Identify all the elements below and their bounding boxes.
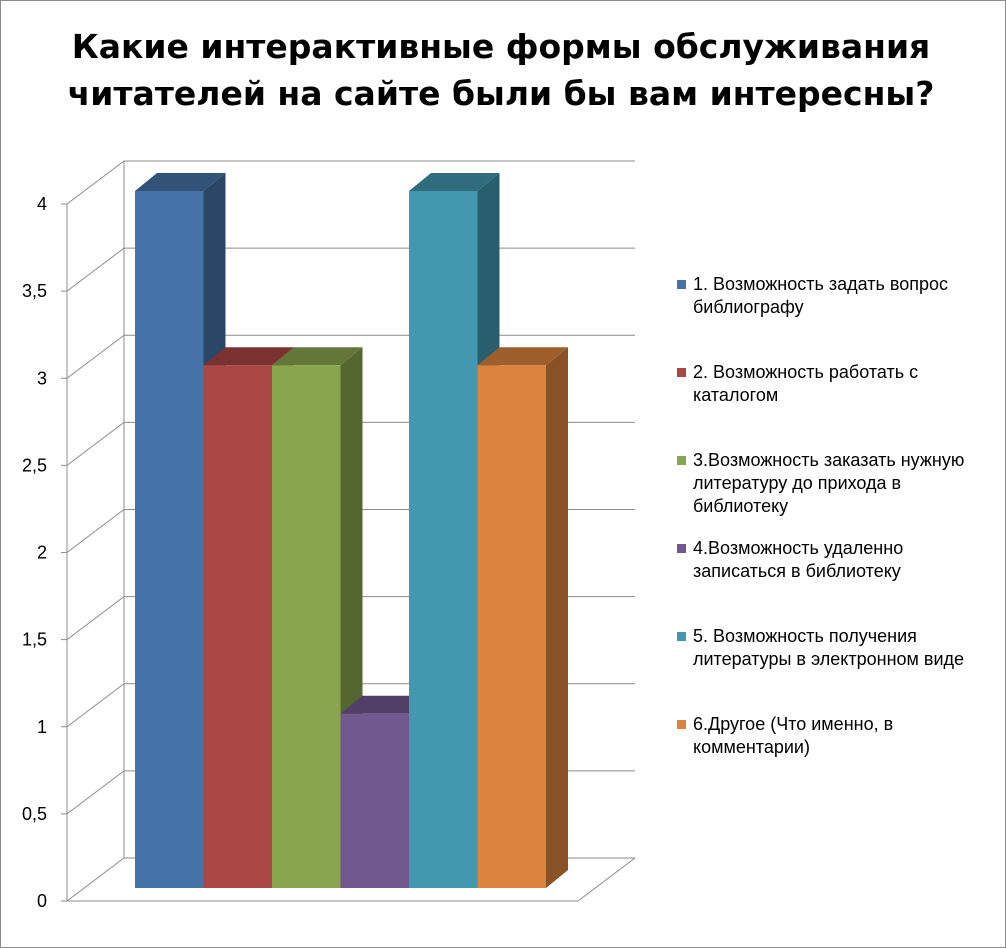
bar-front-face [409,191,478,888]
legend-swatch [677,456,686,465]
bar-front-face [477,365,546,888]
bar-top-face [477,347,568,366]
legend-label: 2. Возможность работать с каталогом [693,362,919,405]
y-tick-label: 1 [37,717,47,737]
bar-top-face [203,347,294,366]
legend-label: 3.Возможность заказать нужную литературу… [693,450,965,516]
legend-label: 4.Возможность удаленно записаться в библ… [693,538,904,581]
y-tick-label: 3,5 [22,281,47,301]
legend-swatch [677,280,686,289]
bar-front-face [203,365,272,888]
y-tick-label: 4 [37,194,47,214]
legend-swatch [677,368,686,377]
bar-top-face [272,347,363,366]
gridline [66,160,635,205]
bar-front-face [340,713,409,888]
y-tick-label: 0,5 [22,804,47,824]
y-axis-ticks: 0 0,5 1 1,5 2 2,5 3 3,5 4 [22,194,67,911]
legend-swatch [677,632,686,641]
y-tick-label: 3 [37,368,47,388]
bar-1 [135,173,226,888]
bar-top-face [409,173,500,191]
legend-label: 1. Возможность задать вопрос библиографу [693,274,949,317]
legend-label: 6.Другое (Что именно, в комментарии) [693,714,894,757]
bar-side-face [546,347,568,888]
bar-6 [477,347,568,888]
legend-swatch [677,544,686,553]
bars [135,173,568,888]
bar-front-face [272,365,341,888]
bar-top-face [340,695,431,714]
y-tick-label: 0 [37,891,47,911]
legend-label: 5. Возможность получения литературы в эл… [693,626,965,669]
bar-top-face [135,173,226,191]
legend-swatch [677,720,686,729]
y-tick-label: 2 [37,543,47,563]
bar-front-face [135,191,204,888]
y-tick-label: 2,5 [22,455,47,475]
chart-title: Какие интерактивные формы обслуживания ч… [67,27,935,113]
y-tick-label: 1,5 [22,630,47,650]
